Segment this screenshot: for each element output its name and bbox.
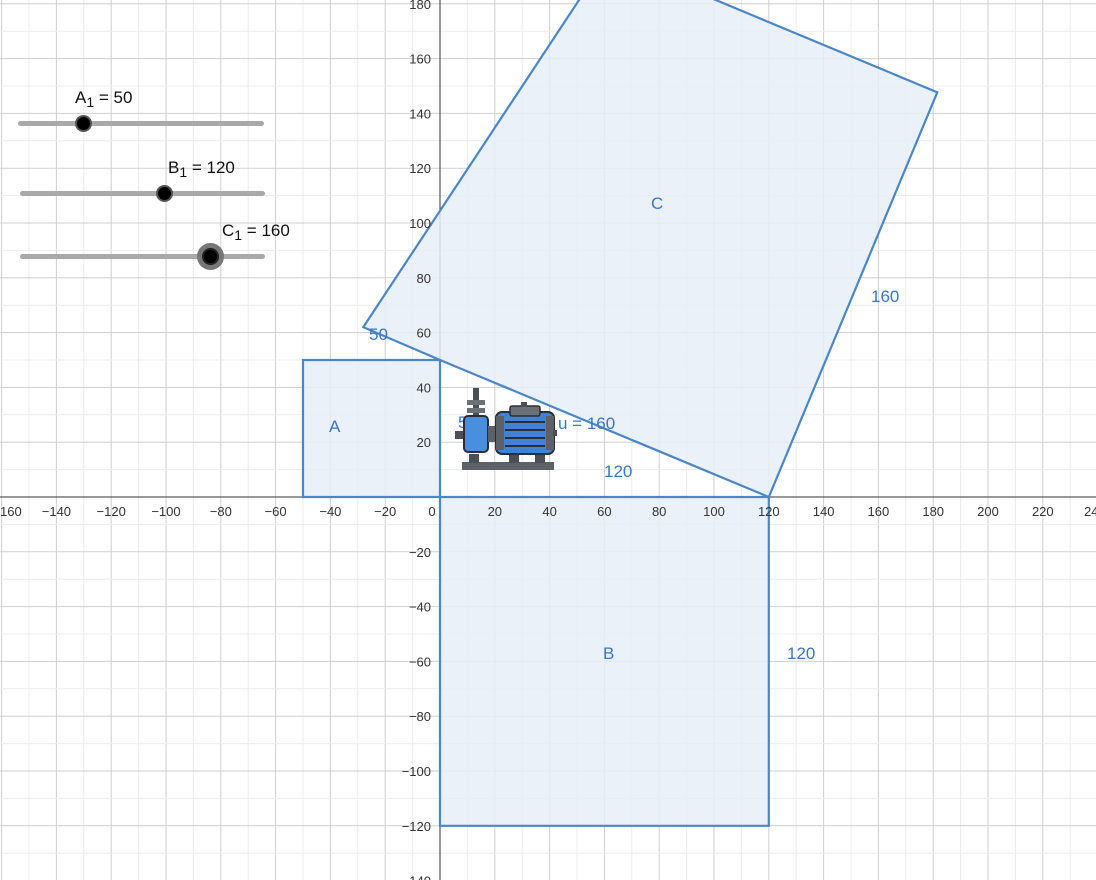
slider-a-label: A1 = 50 bbox=[75, 88, 133, 110]
slider-c-knob[interactable] bbox=[197, 243, 225, 270]
x-tick-label: 140 bbox=[813, 504, 835, 519]
polygon-label-c[interactable]: C bbox=[651, 194, 663, 213]
y-tick-label: −80 bbox=[409, 709, 431, 724]
edge-label-b-right[interactable]: 120 bbox=[787, 644, 815, 663]
slider-c-label: C1 = 160 bbox=[222, 221, 290, 243]
polygon-label-b[interactable]: B bbox=[603, 644, 614, 663]
y-tick-label: 60 bbox=[417, 326, 431, 341]
polygon-b[interactable] bbox=[438, 495, 770, 827]
slider-c[interactable] bbox=[20, 239, 265, 273]
x-tick-label: 220 bbox=[1032, 504, 1054, 519]
y-tick-label: 100 bbox=[409, 216, 431, 231]
y-tick-label: 120 bbox=[409, 161, 431, 176]
slider-a[interactable] bbox=[18, 106, 264, 140]
x-tick-label: 24 bbox=[1084, 504, 1096, 519]
y-tick-label: −120 bbox=[402, 819, 431, 834]
x-tick-label: 160 bbox=[868, 504, 890, 519]
edge-label-c-left[interactable]: 50 bbox=[369, 325, 388, 344]
x-tick-label: 0 bbox=[428, 504, 435, 519]
x-tick-label: 40 bbox=[542, 504, 556, 519]
y-tick-label: −60 bbox=[409, 654, 431, 669]
slider-a-knob[interactable] bbox=[74, 115, 92, 132]
slider-b[interactable] bbox=[20, 176, 265, 210]
x-tick-label: 80 bbox=[652, 504, 666, 519]
edge-label-hypotenuse[interactable]: u = 160 bbox=[558, 414, 615, 433]
y-tick-label: 40 bbox=[417, 380, 431, 395]
y-tick-label: 180 bbox=[409, 0, 431, 12]
y-tick-label: −100 bbox=[402, 764, 431, 779]
x-tick-label: −120 bbox=[97, 504, 126, 519]
y-tick-label: −40 bbox=[409, 600, 431, 615]
x-tick-label: 120 bbox=[758, 504, 780, 519]
x-tick-label: −20 bbox=[374, 504, 396, 519]
x-tick-label: 20 bbox=[488, 504, 502, 519]
y-tick-label: 20 bbox=[417, 435, 431, 450]
x-tick-label: −140 bbox=[42, 504, 71, 519]
slider-b-track[interactable] bbox=[20, 191, 265, 196]
slider-c-track[interactable] bbox=[20, 254, 265, 259]
slider-b-label: B1 = 120 bbox=[168, 158, 235, 180]
edge-label-b-bottom[interactable]: 120 bbox=[604, 462, 632, 481]
y-tick-label: 80 bbox=[417, 271, 431, 286]
polygons bbox=[301, 0, 939, 827]
edge-label-c-right[interactable]: 160 bbox=[871, 287, 899, 306]
x-tick-label: 160 bbox=[0, 504, 22, 519]
x-tick-label: 60 bbox=[597, 504, 611, 519]
x-tick-label: 180 bbox=[922, 504, 944, 519]
polygon-label-a[interactable]: A bbox=[329, 417, 341, 436]
slider-a-track[interactable] bbox=[18, 121, 264, 126]
y-tick-label: 140 bbox=[409, 106, 431, 121]
x-tick-label: −100 bbox=[151, 504, 180, 519]
polygon-c[interactable] bbox=[361, 0, 939, 499]
x-tick-label: 100 bbox=[703, 504, 725, 519]
y-tick-label: 160 bbox=[409, 52, 431, 67]
slider-b-knob[interactable] bbox=[156, 185, 174, 202]
polygon-a[interactable] bbox=[301, 358, 442, 499]
y-tick-label: −20 bbox=[409, 545, 431, 560]
y-tick-label: −140 bbox=[402, 874, 431, 880]
x-tick-label: −80 bbox=[210, 504, 232, 519]
x-tick-label: −40 bbox=[319, 504, 341, 519]
x-tick-label: 200 bbox=[977, 504, 999, 519]
x-tick-label: −60 bbox=[265, 504, 287, 519]
pump-motor-icon[interactable] bbox=[453, 386, 557, 474]
